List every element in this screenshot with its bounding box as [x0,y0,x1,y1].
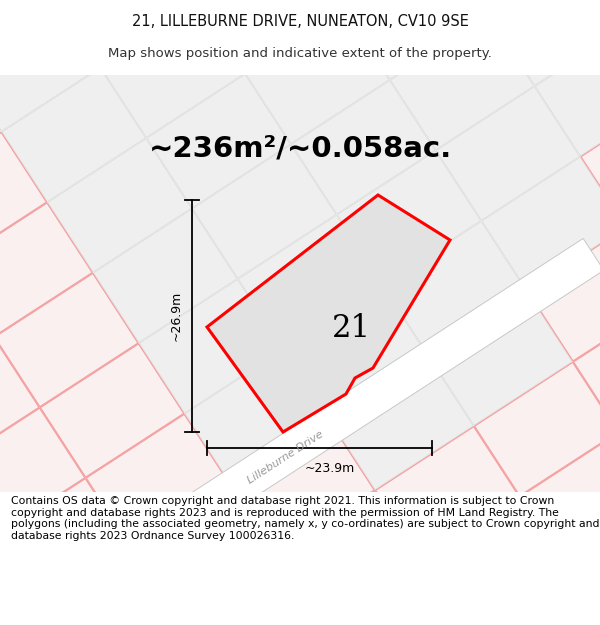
Polygon shape [0,132,46,266]
Polygon shape [185,350,328,483]
Polygon shape [0,203,92,336]
Polygon shape [2,68,145,202]
Polygon shape [566,503,600,625]
Polygon shape [436,87,580,220]
Polygon shape [535,22,600,156]
Text: ~236m²/~0.058ac.: ~236m²/~0.058ac. [148,134,452,162]
Polygon shape [528,228,600,361]
Polygon shape [40,344,184,478]
Polygon shape [0,338,39,471]
Polygon shape [528,228,600,361]
Polygon shape [292,81,435,214]
Polygon shape [574,298,600,431]
Polygon shape [330,356,473,489]
Polygon shape [238,216,382,349]
Polygon shape [482,158,600,291]
Text: Contains OS data © Crown copyright and database right 2021. This information is : Contains OS data © Crown copyright and d… [11,496,599,541]
Polygon shape [79,619,222,625]
Polygon shape [581,93,600,226]
Polygon shape [101,4,244,138]
Polygon shape [132,485,275,618]
Text: ~23.9m: ~23.9m [304,461,355,474]
Polygon shape [139,279,283,413]
Polygon shape [147,74,290,208]
Polygon shape [376,427,519,560]
Text: Lilleburne Drive: Lilleburne Drive [245,429,325,485]
Polygon shape [231,421,374,554]
Text: ~26.9m: ~26.9m [170,291,182,341]
Polygon shape [0,0,100,131]
Polygon shape [0,239,600,625]
Polygon shape [520,433,600,566]
Polygon shape [86,414,229,548]
Polygon shape [277,491,420,624]
Polygon shape [33,549,176,625]
Polygon shape [0,613,77,625]
Polygon shape [0,273,138,407]
Polygon shape [391,16,534,149]
Polygon shape [48,139,191,272]
Polygon shape [589,0,600,21]
Polygon shape [0,203,92,336]
Polygon shape [246,10,389,144]
Polygon shape [0,408,85,541]
Polygon shape [178,555,321,625]
Polygon shape [421,497,565,625]
Polygon shape [581,93,600,226]
Polygon shape [475,362,600,496]
Polygon shape [383,221,526,355]
Polygon shape [284,286,427,419]
Polygon shape [0,338,39,471]
Polygon shape [200,0,343,73]
Polygon shape [132,485,275,618]
Polygon shape [490,0,600,86]
Polygon shape [0,273,138,407]
Polygon shape [94,209,237,342]
Polygon shape [0,479,131,612]
Polygon shape [0,132,46,266]
Polygon shape [337,151,481,284]
Text: 21, LILLEBURNE DRIVE, NUNEATON, CV10 9SE: 21, LILLEBURNE DRIVE, NUNEATON, CV10 9SE [131,14,469,29]
Polygon shape [0,408,85,541]
Polygon shape [193,145,336,278]
Polygon shape [40,344,184,478]
Text: 21: 21 [332,313,371,344]
Polygon shape [231,421,374,554]
Polygon shape [421,497,565,625]
Text: Map shows position and indicative extent of the property.: Map shows position and indicative extent… [108,48,492,61]
Polygon shape [33,549,176,625]
Polygon shape [299,0,442,9]
Polygon shape [277,491,420,624]
Polygon shape [475,362,600,496]
Polygon shape [207,195,450,432]
Polygon shape [429,292,572,425]
Polygon shape [322,561,466,625]
Polygon shape [520,433,600,566]
Polygon shape [467,568,600,625]
Polygon shape [154,0,298,2]
Polygon shape [444,0,587,15]
Polygon shape [574,298,600,431]
Polygon shape [345,0,488,79]
Polygon shape [55,0,199,67]
Polygon shape [0,62,1,196]
Polygon shape [376,427,519,560]
Polygon shape [0,543,32,625]
Polygon shape [0,479,131,612]
Polygon shape [86,414,229,548]
Polygon shape [0,543,32,625]
Polygon shape [0,0,54,61]
